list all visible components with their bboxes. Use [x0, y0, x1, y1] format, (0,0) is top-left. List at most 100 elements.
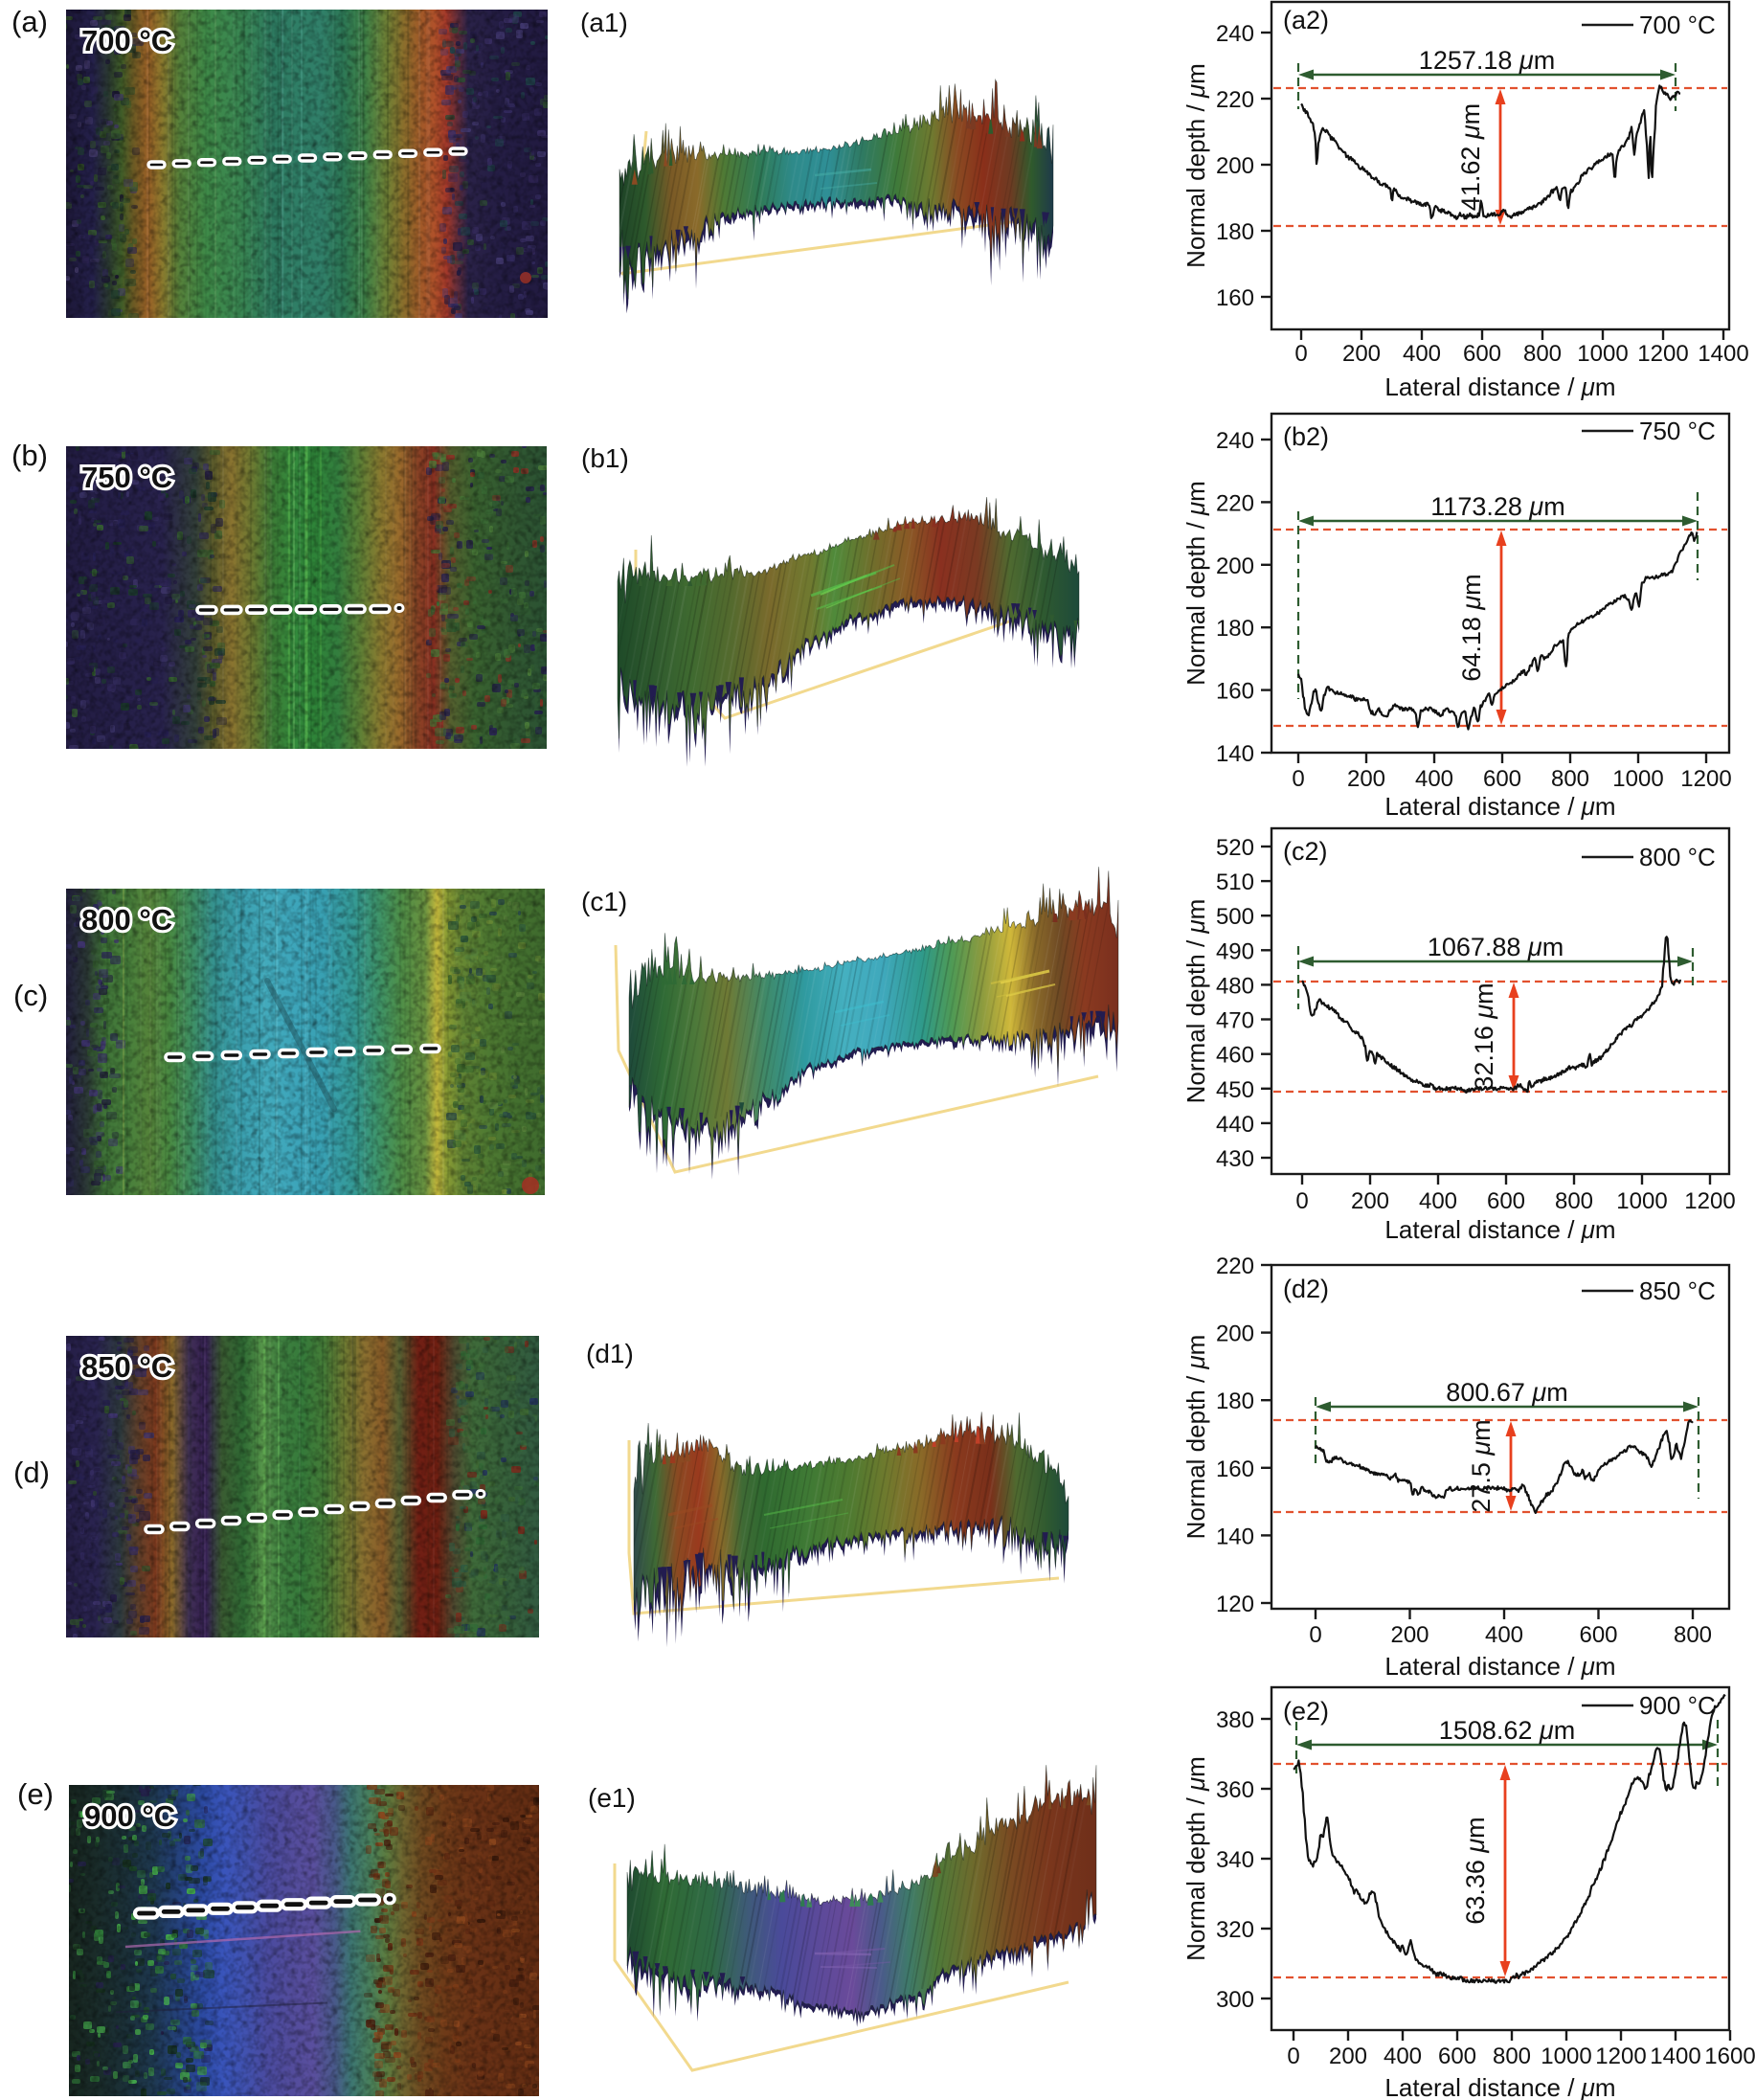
svg-text:180: 180: [1216, 616, 1254, 642]
svg-text:Normal depth / μm: Normal depth / μm: [1181, 63, 1210, 268]
svg-text:700 °C: 700 °C: [1639, 11, 1716, 39]
svg-text:180: 180: [1216, 1389, 1254, 1414]
svg-text:450: 450: [1216, 1077, 1254, 1103]
svg-text:800: 800: [1493, 2044, 1531, 2069]
svg-text:1000: 1000: [1612, 766, 1663, 792]
svg-text:240: 240: [1216, 21, 1254, 47]
svg-text:600: 600: [1483, 766, 1521, 792]
svg-text:400: 400: [1415, 766, 1453, 792]
svg-text:200: 200: [1342, 341, 1381, 367]
svg-text:460: 460: [1216, 1043, 1254, 1069]
svg-text:500: 500: [1216, 904, 1254, 930]
svg-text:340: 340: [1216, 1847, 1254, 1873]
svg-text:1000: 1000: [1616, 1188, 1667, 1214]
svg-text:41.62 μm: 41.62 μm: [1456, 103, 1485, 211]
svg-text:480: 480: [1216, 973, 1254, 999]
svg-text:(e2): (e2): [1283, 1697, 1329, 1726]
svg-text:400: 400: [1384, 2044, 1422, 2069]
svg-text:(a2): (a2): [1283, 6, 1329, 34]
svg-text:1200: 1200: [1684, 1188, 1735, 1214]
svg-text:220: 220: [1216, 490, 1254, 516]
svg-text:800 °C: 800 °C: [1639, 843, 1716, 871]
svg-text:120: 120: [1216, 1592, 1254, 1617]
svg-text:200: 200: [1347, 766, 1385, 792]
svg-text:140: 140: [1216, 1524, 1254, 1549]
svg-text:1600: 1600: [1704, 2044, 1755, 2069]
svg-text:900 °C: 900 °C: [84, 1799, 175, 1833]
svg-text:1173.28 μm: 1173.28 μm: [1430, 492, 1564, 521]
svg-text:160: 160: [1216, 1456, 1254, 1482]
svg-text:600: 600: [1438, 2044, 1476, 2069]
svg-text:1400: 1400: [1698, 341, 1748, 367]
svg-text:(d1): (d1): [586, 1339, 634, 1368]
svg-text:1000: 1000: [1541, 2044, 1591, 2069]
svg-text:0: 0: [1295, 1188, 1308, 1214]
svg-text:240: 240: [1216, 428, 1254, 454]
svg-text:200: 200: [1216, 1321, 1254, 1347]
svg-text:(c1): (c1): [581, 887, 627, 916]
svg-text:1000: 1000: [1577, 341, 1628, 367]
svg-text:(c2): (c2): [1283, 837, 1328, 866]
svg-text:0: 0: [1287, 2044, 1299, 2069]
svg-text:0: 0: [1309, 1622, 1321, 1648]
svg-text:220: 220: [1216, 1253, 1254, 1279]
svg-text:800: 800: [1674, 1622, 1712, 1648]
svg-text:(b2): (b2): [1283, 422, 1329, 451]
svg-text:360: 360: [1216, 1777, 1254, 1803]
svg-text:0: 0: [1294, 341, 1307, 367]
svg-text:0: 0: [1292, 766, 1304, 792]
svg-text:800: 800: [1523, 341, 1562, 367]
svg-text:160: 160: [1216, 285, 1254, 311]
svg-text:27.5 μm: 27.5 μm: [1467, 1419, 1496, 1512]
svg-text:64.18 μm: 64.18 μm: [1457, 574, 1486, 681]
svg-text:200: 200: [1216, 553, 1254, 579]
svg-text:1400: 1400: [1650, 2044, 1700, 2069]
svg-text:600: 600: [1487, 1188, 1525, 1214]
svg-text:(b1): (b1): [581, 443, 629, 473]
svg-text:(d2): (d2): [1283, 1275, 1329, 1303]
svg-text:Lateral distance / μm: Lateral distance / μm: [1384, 1652, 1615, 1681]
svg-text:520: 520: [1216, 835, 1254, 861]
svg-text:850 °C: 850 °C: [1639, 1276, 1716, 1305]
svg-text:220: 220: [1216, 87, 1254, 113]
svg-text:1508.62 μm: 1508.62 μm: [1439, 1716, 1575, 1745]
svg-text:600: 600: [1579, 1622, 1617, 1648]
svg-text:(a1): (a1): [580, 8, 628, 37]
svg-text:200: 200: [1351, 1188, 1389, 1214]
svg-text:400: 400: [1419, 1188, 1457, 1214]
svg-text:Normal depth / μm: Normal depth / μm: [1181, 1756, 1210, 1961]
svg-text:Normal depth / μm: Normal depth / μm: [1181, 481, 1210, 686]
svg-text:400: 400: [1485, 1622, 1523, 1648]
svg-text:1200: 1200: [1680, 766, 1731, 792]
svg-text:(e): (e): [17, 1777, 54, 1811]
svg-text:800: 800: [1551, 766, 1589, 792]
svg-text:140: 140: [1216, 741, 1254, 767]
svg-text:Normal depth / μm: Normal depth / μm: [1181, 1335, 1210, 1540]
svg-text:490: 490: [1216, 938, 1254, 964]
svg-text:Lateral distance / μm: Lateral distance / μm: [1384, 1215, 1615, 1244]
svg-text:750 °C: 750 °C: [81, 461, 172, 494]
svg-text:380: 380: [1216, 1707, 1254, 1733]
svg-text:200: 200: [1390, 1622, 1429, 1648]
svg-text:1200: 1200: [1595, 2044, 1646, 2069]
svg-text:200: 200: [1216, 153, 1254, 179]
svg-text:800 °C: 800 °C: [81, 903, 172, 937]
svg-text:(a): (a): [11, 5, 48, 38]
svg-text:63.36 μm: 63.36 μm: [1461, 1817, 1490, 1924]
svg-text:700 °C: 700 °C: [81, 24, 172, 57]
svg-text:(e1): (e1): [588, 1783, 636, 1813]
svg-text:160: 160: [1216, 679, 1254, 705]
svg-text:300: 300: [1216, 1987, 1254, 2013]
svg-text:320: 320: [1216, 1917, 1254, 1943]
svg-text:400: 400: [1403, 341, 1441, 367]
svg-text:900 °C: 900 °C: [1639, 1691, 1716, 1720]
svg-text:430: 430: [1216, 1146, 1254, 1172]
svg-text:1200: 1200: [1637, 341, 1688, 367]
svg-text:1067.88 μm: 1067.88 μm: [1428, 933, 1564, 961]
svg-text:800.67 μm: 800.67 μm: [1446, 1378, 1567, 1407]
svg-text:32.16 μm: 32.16 μm: [1470, 982, 1498, 1090]
svg-text:750 °C: 750 °C: [1639, 417, 1716, 445]
svg-text:180: 180: [1216, 219, 1254, 245]
svg-text:Lateral distance / μm: Lateral distance / μm: [1384, 373, 1615, 401]
svg-text:510: 510: [1216, 869, 1254, 895]
